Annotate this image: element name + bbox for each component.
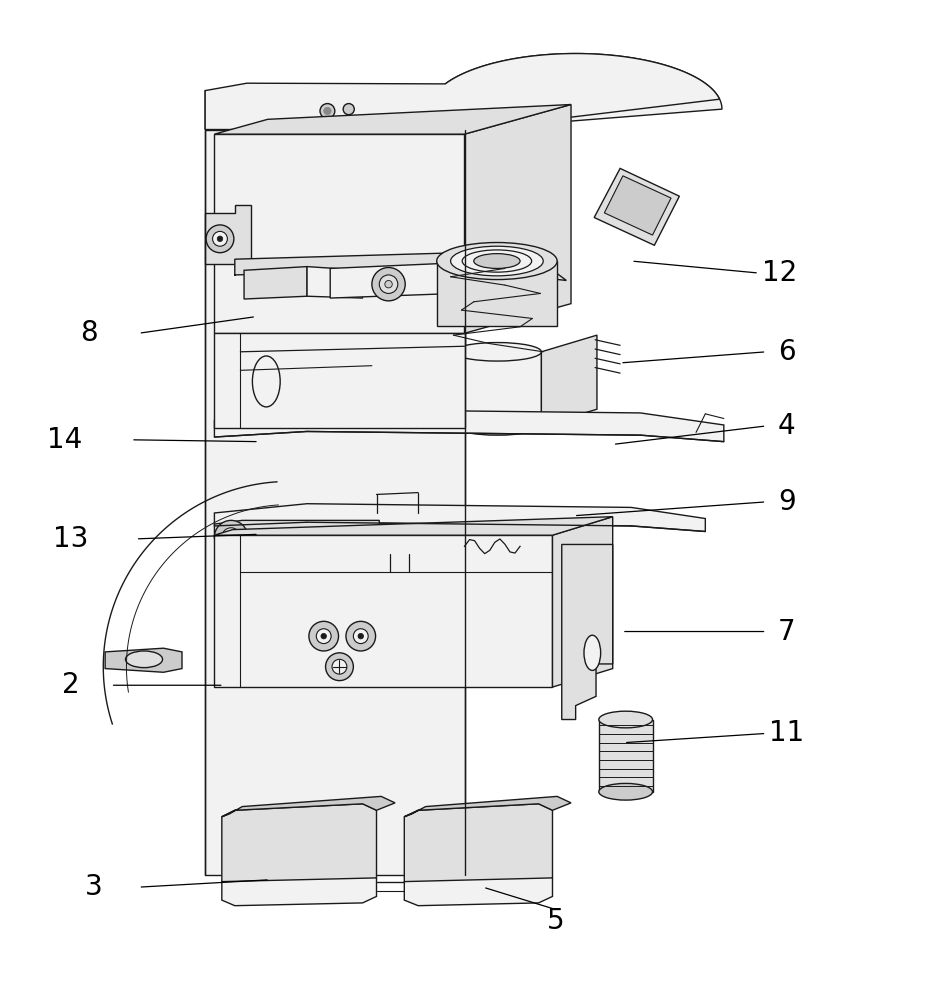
Circle shape bbox=[342, 104, 354, 115]
Circle shape bbox=[325, 653, 353, 681]
Polygon shape bbox=[436, 261, 557, 326]
Polygon shape bbox=[404, 796, 571, 817]
Polygon shape bbox=[214, 409, 723, 442]
Polygon shape bbox=[222, 878, 376, 906]
Polygon shape bbox=[214, 535, 552, 687]
Text: 8: 8 bbox=[81, 319, 98, 347]
Polygon shape bbox=[561, 544, 612, 720]
Circle shape bbox=[384, 280, 392, 288]
Circle shape bbox=[353, 629, 367, 644]
Circle shape bbox=[320, 633, 326, 639]
Circle shape bbox=[214, 520, 248, 554]
Polygon shape bbox=[222, 804, 376, 887]
Circle shape bbox=[371, 268, 405, 301]
Ellipse shape bbox=[462, 250, 531, 272]
Circle shape bbox=[217, 236, 223, 242]
Circle shape bbox=[213, 231, 227, 246]
Polygon shape bbox=[404, 804, 552, 887]
Text: 9: 9 bbox=[777, 488, 795, 516]
Polygon shape bbox=[205, 54, 721, 130]
Polygon shape bbox=[594, 168, 678, 245]
Ellipse shape bbox=[599, 783, 651, 800]
Ellipse shape bbox=[125, 651, 162, 668]
Polygon shape bbox=[214, 520, 379, 537]
Polygon shape bbox=[244, 267, 307, 299]
Circle shape bbox=[206, 225, 234, 253]
Text: 11: 11 bbox=[768, 719, 804, 747]
Polygon shape bbox=[329, 263, 534, 305]
Polygon shape bbox=[214, 105, 571, 134]
Ellipse shape bbox=[599, 711, 651, 728]
Polygon shape bbox=[604, 176, 670, 235]
Text: 2: 2 bbox=[62, 671, 80, 699]
Ellipse shape bbox=[453, 417, 541, 435]
Circle shape bbox=[309, 621, 338, 651]
Ellipse shape bbox=[473, 254, 520, 268]
Polygon shape bbox=[541, 335, 597, 426]
Circle shape bbox=[227, 533, 235, 541]
Polygon shape bbox=[552, 517, 612, 687]
Circle shape bbox=[319, 104, 334, 118]
Text: 7: 7 bbox=[777, 618, 794, 646]
Text: 5: 5 bbox=[546, 907, 563, 935]
Circle shape bbox=[345, 621, 375, 651]
Circle shape bbox=[331, 659, 346, 674]
Polygon shape bbox=[205, 54, 719, 130]
Circle shape bbox=[222, 528, 240, 546]
Polygon shape bbox=[214, 504, 704, 531]
Polygon shape bbox=[105, 648, 182, 672]
Polygon shape bbox=[214, 333, 464, 428]
Text: 3: 3 bbox=[85, 873, 103, 901]
Polygon shape bbox=[214, 517, 612, 535]
Text: 14: 14 bbox=[46, 426, 82, 454]
Polygon shape bbox=[464, 105, 571, 333]
Polygon shape bbox=[404, 878, 552, 906]
Polygon shape bbox=[235, 253, 566, 280]
Polygon shape bbox=[205, 205, 251, 270]
Polygon shape bbox=[599, 720, 651, 792]
Polygon shape bbox=[222, 796, 394, 817]
Polygon shape bbox=[205, 130, 464, 875]
Ellipse shape bbox=[252, 356, 280, 407]
Ellipse shape bbox=[453, 343, 541, 361]
Circle shape bbox=[379, 275, 397, 293]
Text: 12: 12 bbox=[761, 259, 796, 287]
Text: 13: 13 bbox=[53, 525, 88, 553]
Text: 6: 6 bbox=[777, 338, 794, 366]
Circle shape bbox=[323, 107, 330, 115]
Ellipse shape bbox=[584, 635, 600, 670]
Circle shape bbox=[357, 633, 363, 639]
Polygon shape bbox=[214, 134, 464, 333]
Polygon shape bbox=[453, 352, 541, 426]
Ellipse shape bbox=[450, 246, 543, 276]
Text: 4: 4 bbox=[777, 412, 794, 440]
Ellipse shape bbox=[436, 243, 557, 280]
Polygon shape bbox=[307, 267, 362, 298]
Circle shape bbox=[316, 629, 330, 644]
